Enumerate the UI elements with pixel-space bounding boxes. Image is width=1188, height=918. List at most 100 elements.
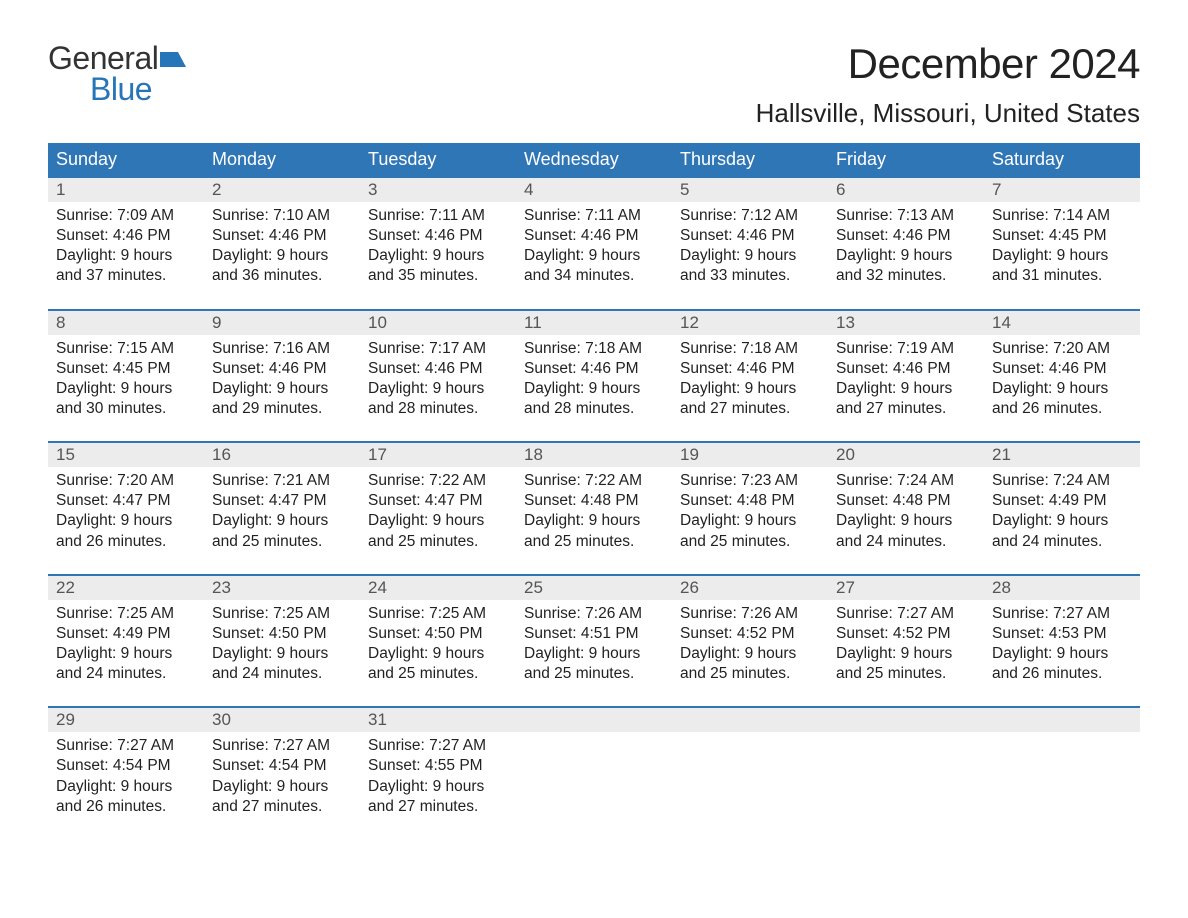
month-title: December 2024 [756, 40, 1140, 88]
day-sunrise: Sunrise: 7:25 AM [212, 604, 352, 624]
day-sunset: Sunset: 4:46 PM [680, 359, 820, 379]
day-dl2: and 24 minutes. [212, 664, 352, 684]
daynum-row: 22232425262728 [48, 576, 1140, 600]
day-sunset: Sunset: 4:49 PM [992, 491, 1132, 511]
day-sunrise: Sunrise: 7:21 AM [212, 471, 352, 491]
day-sunset: Sunset: 4:51 PM [524, 624, 664, 644]
day-dl2: and 25 minutes. [368, 532, 508, 552]
day-sunrise: Sunrise: 7:12 AM [680, 206, 820, 226]
day-dl1: Daylight: 9 hours [368, 777, 508, 797]
day-sunset: Sunset: 4:48 PM [524, 491, 664, 511]
day-dl1: Daylight: 9 hours [524, 379, 664, 399]
day-dl1: Daylight: 9 hours [56, 644, 196, 664]
logo-flag-icon [160, 49, 186, 67]
day-number: 4 [516, 178, 672, 202]
day-sunset: Sunset: 4:50 PM [368, 624, 508, 644]
day-dl1: Daylight: 9 hours [836, 511, 976, 531]
day-content-row: Sunrise: 7:20 AMSunset: 4:47 PMDaylight:… [48, 467, 1140, 552]
day-sunset: Sunset: 4:46 PM [836, 359, 976, 379]
day-sunset: Sunset: 4:50 PM [212, 624, 352, 644]
day-sunset: Sunset: 4:49 PM [56, 624, 196, 644]
day-sunset: Sunset: 4:48 PM [836, 491, 976, 511]
day-number [984, 708, 1140, 732]
day-cell: Sunrise: 7:16 AMSunset: 4:46 PMDaylight:… [204, 335, 360, 420]
day-number: 5 [672, 178, 828, 202]
day-sunset: Sunset: 4:46 PM [524, 359, 664, 379]
daynum-row: 891011121314 [48, 311, 1140, 335]
day-number [828, 708, 984, 732]
day-number: 22 [48, 576, 204, 600]
day-number: 18 [516, 443, 672, 467]
day-dl1: Daylight: 9 hours [212, 777, 352, 797]
day-sunrise: Sunrise: 7:10 AM [212, 206, 352, 226]
day-cell: Sunrise: 7:19 AMSunset: 4:46 PMDaylight:… [828, 335, 984, 420]
day-dl2: and 26 minutes. [56, 532, 196, 552]
day-dl1: Daylight: 9 hours [680, 511, 820, 531]
day-dl2: and 27 minutes. [680, 399, 820, 419]
day-cell: Sunrise: 7:11 AMSunset: 4:46 PMDaylight:… [360, 202, 516, 287]
dayheader-sun: Sunday [48, 143, 204, 176]
week-block: 22232425262728Sunrise: 7:25 AMSunset: 4:… [48, 574, 1140, 685]
day-dl1: Daylight: 9 hours [56, 777, 196, 797]
day-dl2: and 29 minutes. [212, 399, 352, 419]
day-dl1: Daylight: 9 hours [836, 246, 976, 266]
day-dl2: and 25 minutes. [680, 664, 820, 684]
day-number: 24 [360, 576, 516, 600]
day-dl1: Daylight: 9 hours [368, 644, 508, 664]
day-dl2: and 36 minutes. [212, 266, 352, 286]
day-content-row: Sunrise: 7:09 AMSunset: 4:46 PMDaylight:… [48, 202, 1140, 287]
day-dl1: Daylight: 9 hours [992, 379, 1132, 399]
day-sunset: Sunset: 4:46 PM [212, 359, 352, 379]
week-block: 293031Sunrise: 7:27 AMSunset: 4:54 PMDay… [48, 706, 1140, 817]
daynum-row: 15161718192021 [48, 443, 1140, 467]
day-dl2: and 37 minutes. [56, 266, 196, 286]
day-dl1: Daylight: 9 hours [212, 246, 352, 266]
day-cell: Sunrise: 7:26 AMSunset: 4:51 PMDaylight:… [516, 600, 672, 685]
day-sunset: Sunset: 4:46 PM [212, 226, 352, 246]
day-cell: Sunrise: 7:25 AMSunset: 4:50 PMDaylight:… [204, 600, 360, 685]
day-number: 28 [984, 576, 1140, 600]
day-sunrise: Sunrise: 7:25 AM [368, 604, 508, 624]
day-sunrise: Sunrise: 7:27 AM [212, 736, 352, 756]
day-number: 10 [360, 311, 516, 335]
day-cell: Sunrise: 7:27 AMSunset: 4:55 PMDaylight:… [360, 732, 516, 817]
day-sunrise: Sunrise: 7:18 AM [680, 339, 820, 359]
day-dl1: Daylight: 9 hours [680, 644, 820, 664]
day-dl2: and 25 minutes. [680, 532, 820, 552]
title-block: December 2024 Hallsville, Missouri, Unit… [756, 40, 1140, 129]
day-cell: Sunrise: 7:09 AMSunset: 4:46 PMDaylight:… [48, 202, 204, 287]
day-cell: Sunrise: 7:27 AMSunset: 4:54 PMDaylight:… [48, 732, 204, 817]
day-sunset: Sunset: 4:52 PM [836, 624, 976, 644]
day-sunrise: Sunrise: 7:27 AM [368, 736, 508, 756]
day-dl2: and 34 minutes. [524, 266, 664, 286]
day-content-row: Sunrise: 7:15 AMSunset: 4:45 PMDaylight:… [48, 335, 1140, 420]
day-dl1: Daylight: 9 hours [368, 511, 508, 531]
day-dl2: and 25 minutes. [212, 532, 352, 552]
day-cell: Sunrise: 7:24 AMSunset: 4:48 PMDaylight:… [828, 467, 984, 552]
day-dl1: Daylight: 9 hours [56, 511, 196, 531]
day-header-row: Sunday Monday Tuesday Wednesday Thursday… [48, 143, 1140, 176]
day-number: 26 [672, 576, 828, 600]
day-sunrise: Sunrise: 7:27 AM [56, 736, 196, 756]
day-sunrise: Sunrise: 7:27 AM [836, 604, 976, 624]
day-dl2: and 24 minutes. [992, 532, 1132, 552]
day-number: 27 [828, 576, 984, 600]
page-header: General Blue December 2024 Hallsville, M… [48, 40, 1140, 129]
day-number: 7 [984, 178, 1140, 202]
day-dl2: and 32 minutes. [836, 266, 976, 286]
day-dl2: and 27 minutes. [836, 399, 976, 419]
day-cell: Sunrise: 7:18 AMSunset: 4:46 PMDaylight:… [672, 335, 828, 420]
day-sunset: Sunset: 4:46 PM [524, 226, 664, 246]
day-dl1: Daylight: 9 hours [56, 246, 196, 266]
day-sunrise: Sunrise: 7:15 AM [56, 339, 196, 359]
day-cell [984, 732, 1140, 817]
day-number: 9 [204, 311, 360, 335]
day-sunrise: Sunrise: 7:22 AM [524, 471, 664, 491]
day-sunset: Sunset: 4:47 PM [56, 491, 196, 511]
day-cell: Sunrise: 7:24 AMSunset: 4:49 PMDaylight:… [984, 467, 1140, 552]
day-dl1: Daylight: 9 hours [836, 644, 976, 664]
day-cell: Sunrise: 7:20 AMSunset: 4:47 PMDaylight:… [48, 467, 204, 552]
day-number: 23 [204, 576, 360, 600]
day-dl2: and 24 minutes. [836, 532, 976, 552]
day-number: 2 [204, 178, 360, 202]
